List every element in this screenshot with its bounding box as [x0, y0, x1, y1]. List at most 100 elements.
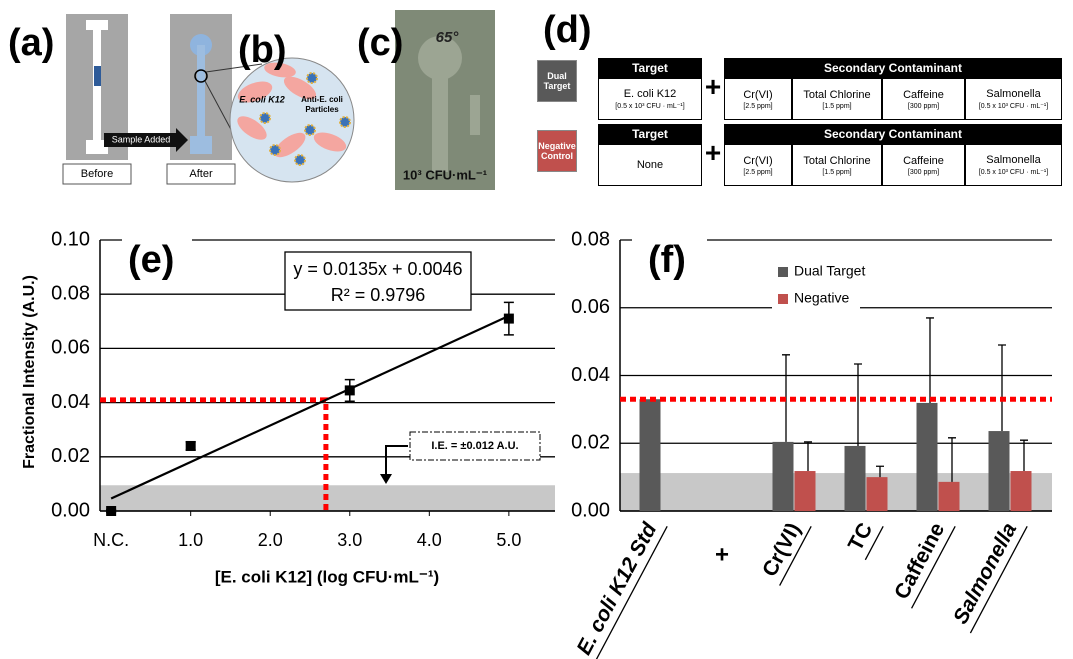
particles: [259, 72, 351, 166]
contaminant-name: Caffeine: [903, 154, 944, 167]
x-tick-group: Salmonella: [949, 519, 1028, 634]
contaminant-concentration: [1.5 ppm]: [822, 102, 852, 110]
x-tick-label: N.C.: [93, 530, 129, 550]
x-axis-title: [E. coli K12] (log CFU·mL⁻¹): [215, 567, 439, 586]
contaminant-concentration: [300 ppm]: [907, 102, 940, 110]
operator: +: [704, 71, 722, 102]
x-tick-underline: [864, 525, 884, 561]
strip: [432, 72, 448, 172]
strip: [197, 45, 205, 140]
bacteria-label: E. coli K12: [239, 94, 285, 104]
contaminant-name: Cr(VI): [743, 154, 773, 167]
contaminant-cell: Caffeine [300 ppm]: [882, 144, 965, 186]
error-bar: [1020, 439, 1028, 472]
y-tick-label: 0.00: [51, 499, 90, 521]
x-tick-underline: [593, 525, 668, 659]
fit-equation: y = 0.0135x + 0.0046: [293, 259, 462, 279]
panel-label: (f): [648, 239, 686, 281]
target-name: None: [636, 159, 664, 171]
after-label: After: [189, 168, 213, 180]
bacterium: [237, 116, 267, 140]
x-tick-underline: [779, 525, 812, 586]
panel-label: (c): [357, 22, 403, 64]
x-tick-underline: [911, 525, 956, 609]
legend-swatch: [778, 294, 788, 304]
table-header: Secondary Contaminant: [724, 124, 1062, 144]
bacterium: [313, 132, 347, 152]
strip: [470, 95, 480, 135]
before-label: Before: [81, 168, 113, 180]
particles-label: Particles: [305, 105, 339, 114]
x-tick-label: 2.0: [258, 530, 283, 550]
error-bar: [804, 441, 812, 472]
contaminant-cell: Caffeine [300 ppm]: [882, 78, 965, 120]
panel-label: (b): [238, 29, 287, 71]
bar: [866, 477, 888, 511]
x-tick-group: TC: [844, 519, 884, 561]
contact-angle: 65°: [436, 29, 460, 46]
bar: [639, 399, 661, 511]
label-box: [166, 163, 236, 185]
label-backdrop: [632, 228, 707, 288]
x-tick-group: Cr(VI): [758, 519, 812, 586]
noise-band: [620, 473, 1052, 511]
x-tick-label: TC: [844, 519, 877, 555]
contaminant-name: Cr(VI): [743, 88, 773, 101]
x-tick-underline: [969, 525, 1028, 634]
bacterium: [283, 76, 317, 100]
panel-label: (d): [543, 9, 592, 51]
contaminant-concentration: [2.5 ppm]: [743, 168, 773, 176]
contaminant-name: Total Chlorine: [803, 154, 871, 167]
y-axis-title: Fractional Intensity (A.U.): [21, 275, 38, 469]
strip: [86, 20, 108, 30]
target-cell: E. coli K12 [0.5 x 10³ CFU · mL⁻¹]: [598, 78, 702, 120]
particles-label: Anti-E. coli: [301, 95, 343, 104]
strip: [86, 140, 108, 154]
data-point: [503, 313, 514, 324]
zoom-line: [205, 63, 263, 73]
y-tick-label: 0.04: [51, 391, 90, 413]
contaminant-name: Total Chlorine: [803, 88, 871, 101]
contaminant-name: Caffeine: [903, 88, 944, 101]
legend-swatch: [778, 267, 788, 277]
contaminant-concentration: [2.5 ppm]: [743, 102, 773, 110]
x-tick-label: 3.0: [337, 530, 362, 550]
y-tick-label: 0.06: [51, 337, 90, 359]
data-point: [106, 506, 117, 516]
target-cell: None: [598, 144, 702, 186]
contaminant-cell: Salmonella [0.5 x 10³ CFU · mL⁻¹]: [965, 144, 1062, 186]
y-tick-label: 0.06: [571, 296, 610, 318]
target-name: E. coli K12: [623, 88, 677, 100]
table-header: Target: [598, 124, 702, 144]
arrow: [104, 133, 176, 147]
annotation: I.E. = ±0.012 A.U.: [431, 440, 518, 452]
error-bar: [926, 317, 934, 403]
group-marker: Dual Target: [537, 60, 577, 102]
bar: [916, 402, 938, 511]
annotation-box: [409, 431, 541, 461]
panel-a: Before After Sample Added (a): [8, 14, 263, 185]
panel-label: (a): [8, 22, 54, 64]
y-tick-label: 0.00: [571, 499, 610, 521]
y-tick-label: 0.04: [571, 364, 610, 386]
panel-b: E. coli K12 Anti-E. coli Particles (b): [229, 29, 355, 183]
x-tick-label: Salmonella: [949, 519, 1022, 628]
panel-label: (e): [128, 239, 174, 281]
strip: [190, 136, 212, 154]
y-tick-label: 0.10: [51, 228, 90, 250]
contaminant-cell: Cr(VI) [2.5 ppm]: [724, 78, 792, 120]
operator: +: [715, 541, 729, 568]
contaminant-cell: Total Chlorine [1.5 ppm]: [792, 144, 882, 186]
fit-r-squared: R² = 0.9796: [331, 285, 426, 305]
contaminant-concentration: [300 ppm]: [907, 168, 940, 176]
bacterium: [264, 62, 296, 78]
contaminant-name: Salmonella: [986, 154, 1041, 166]
label-backdrop: [122, 228, 192, 288]
bacterium: [274, 132, 306, 158]
data-point: [344, 385, 355, 396]
table-header: Target: [598, 58, 702, 78]
label-box: [62, 163, 132, 185]
data-point: [185, 440, 196, 451]
bacterium: [237, 81, 273, 103]
